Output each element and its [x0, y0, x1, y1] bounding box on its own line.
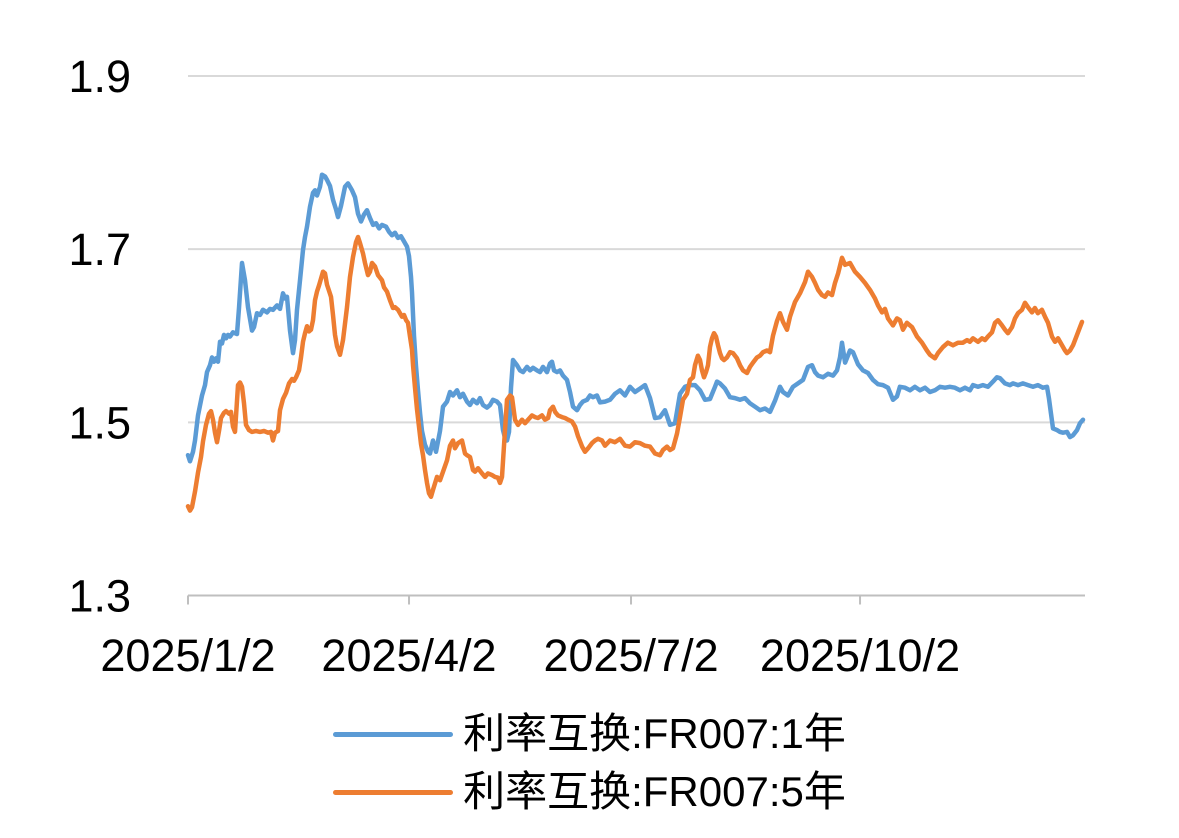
y-tick-label: 1.7 [68, 224, 131, 275]
series-line-fr007-5y [185, 234, 1085, 513]
x-tick-label: 2025/4/2 [321, 630, 496, 681]
chart-legend: 利率互换:FR007:1年 利率互换:FR007:5年 [0, 708, 1179, 818]
legend-item-fr007-1y: 利率互换:FR007:1年 [333, 708, 846, 760]
x-tick-label: 2025/7/2 [543, 630, 718, 681]
x-tick-label: 2025/1/2 [100, 630, 275, 681]
y-tick-label: 1.9 [68, 51, 131, 102]
y-tick-label: 1.5 [68, 397, 131, 448]
legend-swatch-1y [333, 731, 454, 737]
series-line-fr007-1y [185, 172, 1086, 464]
legend-label-1y: 利率互换:FR007:1年 [463, 710, 846, 757]
legend-swatch-5y [333, 789, 454, 795]
legend-label-5y: 利率互换:FR007:5年 [463, 768, 846, 815]
y-tick-label: 1.3 [68, 571, 131, 622]
line-chart-plot: 1.9 1.7 1.5 1.3 2025/1/2 2025/4/2 2025/7/2 2025… [68, 51, 1086, 681]
x-tick-label: 2025/10/2 [760, 630, 960, 681]
legend-item-fr007-5y: 利率互换:FR007:5年 [333, 766, 846, 818]
